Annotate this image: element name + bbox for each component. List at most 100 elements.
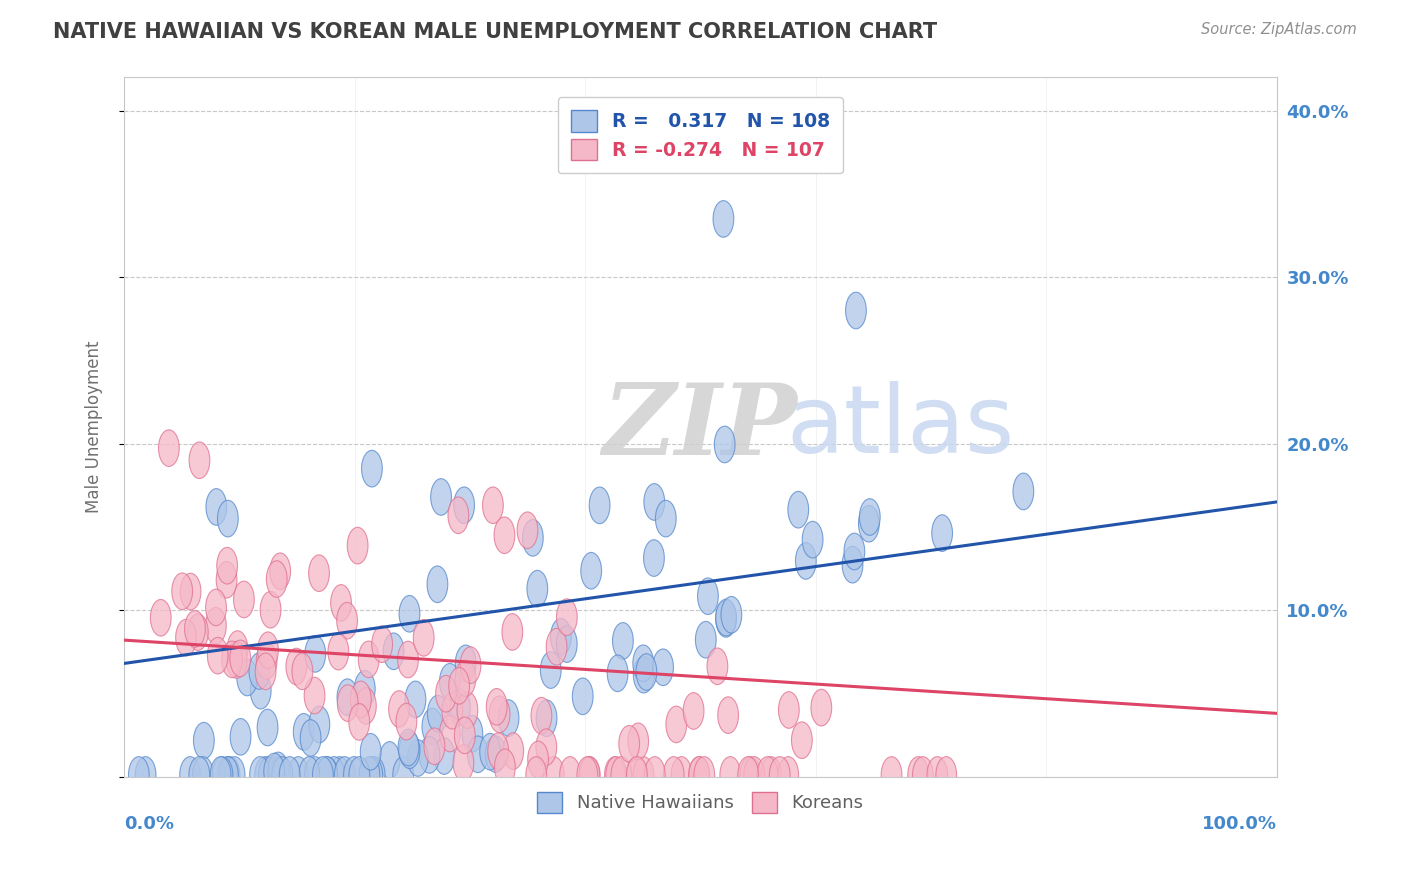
Ellipse shape (329, 756, 350, 793)
Ellipse shape (360, 733, 381, 770)
Text: atlas: atlas (787, 381, 1015, 473)
Ellipse shape (259, 756, 280, 793)
Ellipse shape (844, 533, 865, 570)
Ellipse shape (427, 566, 447, 603)
Ellipse shape (1012, 473, 1033, 509)
Ellipse shape (636, 654, 657, 690)
Ellipse shape (721, 597, 742, 633)
Ellipse shape (172, 573, 193, 609)
Ellipse shape (607, 655, 628, 691)
Ellipse shape (612, 756, 631, 793)
Ellipse shape (336, 602, 357, 639)
Ellipse shape (135, 756, 156, 793)
Ellipse shape (292, 653, 312, 690)
Ellipse shape (226, 641, 247, 678)
Ellipse shape (779, 691, 799, 728)
Ellipse shape (718, 697, 738, 733)
Ellipse shape (502, 614, 523, 650)
Ellipse shape (495, 749, 515, 786)
Ellipse shape (589, 487, 610, 524)
Ellipse shape (454, 717, 475, 754)
Ellipse shape (581, 552, 602, 589)
Ellipse shape (361, 450, 382, 487)
Ellipse shape (236, 659, 257, 696)
Ellipse shape (305, 636, 326, 673)
Ellipse shape (205, 607, 226, 644)
Ellipse shape (845, 293, 866, 329)
Ellipse shape (546, 629, 567, 665)
Ellipse shape (425, 728, 444, 764)
Ellipse shape (356, 688, 377, 724)
Ellipse shape (633, 645, 654, 681)
Ellipse shape (460, 647, 481, 683)
Ellipse shape (485, 736, 506, 772)
Ellipse shape (778, 756, 799, 793)
Ellipse shape (349, 704, 370, 740)
Ellipse shape (457, 692, 478, 729)
Ellipse shape (217, 548, 238, 584)
Ellipse shape (316, 756, 337, 793)
Ellipse shape (479, 733, 501, 770)
Ellipse shape (212, 756, 233, 793)
Ellipse shape (707, 648, 728, 684)
Ellipse shape (449, 667, 470, 704)
Ellipse shape (434, 738, 454, 774)
Ellipse shape (526, 756, 547, 793)
Ellipse shape (440, 715, 460, 752)
Ellipse shape (180, 756, 201, 793)
Ellipse shape (557, 626, 576, 663)
Ellipse shape (927, 756, 948, 793)
Ellipse shape (908, 756, 928, 793)
Ellipse shape (463, 715, 482, 752)
Ellipse shape (343, 756, 364, 793)
Ellipse shape (233, 582, 254, 618)
Ellipse shape (250, 756, 270, 793)
Ellipse shape (716, 599, 737, 636)
Ellipse shape (309, 706, 330, 743)
Ellipse shape (309, 555, 329, 591)
Ellipse shape (328, 633, 349, 670)
Ellipse shape (697, 578, 718, 615)
Text: 100.0%: 100.0% (1202, 815, 1277, 833)
Ellipse shape (560, 756, 581, 793)
Ellipse shape (323, 756, 344, 793)
Ellipse shape (486, 689, 508, 725)
Ellipse shape (527, 570, 548, 607)
Ellipse shape (316, 756, 337, 793)
Ellipse shape (211, 756, 231, 793)
Ellipse shape (337, 679, 357, 715)
Ellipse shape (205, 589, 226, 625)
Ellipse shape (354, 671, 375, 707)
Ellipse shape (422, 708, 443, 745)
Ellipse shape (256, 653, 276, 690)
Ellipse shape (936, 756, 956, 793)
Ellipse shape (218, 756, 238, 793)
Ellipse shape (544, 756, 564, 793)
Ellipse shape (517, 512, 538, 549)
Ellipse shape (633, 657, 654, 693)
Ellipse shape (456, 660, 475, 697)
Ellipse shape (205, 489, 226, 525)
Ellipse shape (304, 677, 325, 714)
Ellipse shape (456, 645, 477, 681)
Ellipse shape (270, 553, 291, 590)
Ellipse shape (576, 756, 598, 793)
Ellipse shape (689, 756, 710, 793)
Ellipse shape (489, 696, 510, 732)
Ellipse shape (188, 756, 209, 793)
Ellipse shape (859, 506, 879, 542)
Ellipse shape (714, 426, 735, 463)
Ellipse shape (787, 491, 808, 528)
Ellipse shape (254, 756, 276, 793)
Ellipse shape (912, 756, 934, 793)
Ellipse shape (294, 714, 314, 750)
Ellipse shape (605, 756, 626, 793)
Ellipse shape (270, 756, 291, 793)
Text: 0.0%: 0.0% (124, 815, 174, 833)
Ellipse shape (536, 700, 557, 737)
Ellipse shape (396, 703, 416, 740)
Ellipse shape (557, 599, 578, 635)
Ellipse shape (256, 642, 277, 679)
Ellipse shape (285, 648, 307, 685)
Ellipse shape (527, 741, 548, 778)
